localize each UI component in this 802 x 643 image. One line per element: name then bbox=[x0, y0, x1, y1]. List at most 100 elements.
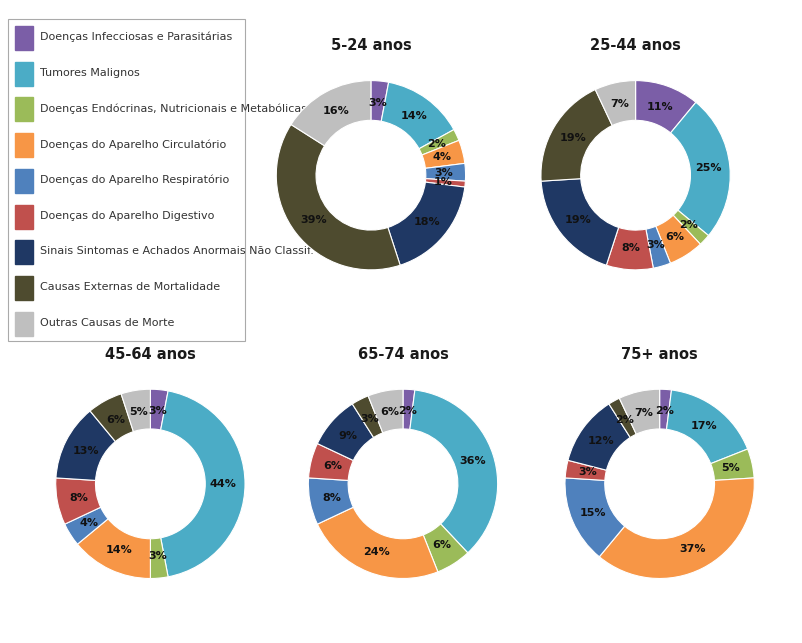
Wedge shape bbox=[78, 519, 150, 579]
Wedge shape bbox=[423, 524, 468, 572]
Text: 24%: 24% bbox=[363, 547, 390, 557]
Bar bbox=[15, 276, 33, 300]
Text: 37%: 37% bbox=[679, 544, 706, 554]
Text: Causas Externas de Mortalidade: Causas Externas de Mortalidade bbox=[40, 282, 220, 292]
Wedge shape bbox=[368, 389, 403, 433]
Text: 15%: 15% bbox=[580, 508, 606, 518]
Text: 11%: 11% bbox=[647, 102, 674, 112]
Wedge shape bbox=[309, 444, 354, 480]
Text: 18%: 18% bbox=[414, 217, 440, 227]
Bar bbox=[15, 204, 33, 229]
Text: 19%: 19% bbox=[565, 215, 591, 225]
Text: 39%: 39% bbox=[300, 215, 326, 225]
Wedge shape bbox=[656, 215, 700, 263]
Text: 7%: 7% bbox=[610, 99, 629, 109]
Wedge shape bbox=[381, 82, 454, 149]
Wedge shape bbox=[318, 507, 438, 579]
Bar bbox=[15, 133, 33, 157]
FancyBboxPatch shape bbox=[8, 19, 245, 341]
Wedge shape bbox=[609, 398, 636, 437]
Text: 8%: 8% bbox=[69, 493, 88, 503]
Text: 6%: 6% bbox=[432, 540, 452, 550]
Text: Tumores Malignos: Tumores Malignos bbox=[40, 68, 140, 78]
Wedge shape bbox=[56, 411, 115, 480]
Wedge shape bbox=[659, 389, 671, 430]
Text: 3%: 3% bbox=[148, 406, 167, 416]
Text: 44%: 44% bbox=[210, 479, 237, 489]
Text: 5%: 5% bbox=[130, 407, 148, 417]
Wedge shape bbox=[541, 179, 618, 265]
Text: Doenças do Aparelho Digestivo: Doenças do Aparelho Digestivo bbox=[40, 211, 214, 221]
Wedge shape bbox=[565, 460, 606, 480]
Text: 2%: 2% bbox=[427, 139, 446, 149]
Wedge shape bbox=[150, 538, 168, 579]
Text: 1%: 1% bbox=[434, 177, 453, 187]
Wedge shape bbox=[403, 389, 415, 430]
Wedge shape bbox=[150, 389, 168, 430]
Text: 4%: 4% bbox=[79, 518, 99, 528]
Text: 4%: 4% bbox=[432, 152, 451, 162]
Wedge shape bbox=[606, 228, 654, 270]
Text: 2%: 2% bbox=[679, 220, 699, 230]
Wedge shape bbox=[673, 210, 708, 244]
Text: 12%: 12% bbox=[587, 436, 614, 446]
Wedge shape bbox=[309, 478, 354, 524]
Text: 3%: 3% bbox=[578, 467, 597, 478]
Text: Sinais Sintomas e Achados Anormais Não Classif.: Sinais Sintomas e Achados Anormais Não C… bbox=[40, 246, 314, 257]
Wedge shape bbox=[595, 80, 636, 125]
Wedge shape bbox=[425, 179, 465, 187]
Bar bbox=[15, 168, 33, 193]
Wedge shape bbox=[425, 163, 465, 181]
Text: Doenças Endócrinas, Nutricionais e Metabólicas: Doenças Endócrinas, Nutricionais e Metab… bbox=[40, 104, 307, 114]
Wedge shape bbox=[568, 404, 630, 470]
Wedge shape bbox=[422, 140, 465, 168]
Text: 6%: 6% bbox=[323, 461, 342, 471]
Wedge shape bbox=[711, 449, 754, 480]
Text: 8%: 8% bbox=[322, 493, 341, 503]
Text: Doenças do Aparelho Circulatório: Doenças do Aparelho Circulatório bbox=[40, 139, 226, 150]
Title: 25-44 anos: 25-44 anos bbox=[590, 38, 681, 53]
Wedge shape bbox=[666, 390, 747, 464]
Wedge shape bbox=[599, 478, 754, 579]
Text: 13%: 13% bbox=[72, 446, 99, 456]
Wedge shape bbox=[90, 394, 133, 442]
Text: 3%: 3% bbox=[646, 240, 666, 250]
Text: 3%: 3% bbox=[361, 414, 379, 424]
Text: 6%: 6% bbox=[380, 407, 399, 417]
Text: 8%: 8% bbox=[622, 243, 641, 253]
Wedge shape bbox=[419, 130, 459, 155]
Text: 3%: 3% bbox=[368, 98, 387, 107]
Title: 5-24 anos: 5-24 anos bbox=[330, 38, 411, 53]
Wedge shape bbox=[388, 182, 465, 265]
Text: 36%: 36% bbox=[459, 457, 486, 466]
Text: 17%: 17% bbox=[691, 421, 718, 431]
Text: Doenças Infecciosas e Parasitárias: Doenças Infecciosas e Parasitárias bbox=[40, 32, 233, 42]
Wedge shape bbox=[160, 391, 245, 577]
Text: 6%: 6% bbox=[665, 231, 684, 242]
Text: 2%: 2% bbox=[398, 406, 417, 416]
Wedge shape bbox=[291, 80, 371, 146]
Text: 25%: 25% bbox=[695, 163, 721, 174]
Text: 7%: 7% bbox=[634, 408, 653, 418]
Wedge shape bbox=[55, 478, 101, 524]
Title: 65-74 anos: 65-74 anos bbox=[358, 347, 448, 361]
Wedge shape bbox=[318, 404, 374, 460]
Bar bbox=[15, 62, 33, 86]
Wedge shape bbox=[565, 478, 625, 557]
Title: 75+ anos: 75+ anos bbox=[622, 347, 698, 361]
Text: 14%: 14% bbox=[400, 111, 427, 122]
Wedge shape bbox=[277, 125, 400, 270]
Text: 6%: 6% bbox=[106, 415, 125, 425]
Wedge shape bbox=[371, 80, 389, 122]
Wedge shape bbox=[65, 507, 108, 544]
Wedge shape bbox=[352, 396, 383, 437]
Text: 19%: 19% bbox=[560, 133, 586, 143]
Bar bbox=[15, 312, 33, 336]
Text: Outras Causas de Morte: Outras Causas de Morte bbox=[40, 318, 174, 328]
Bar bbox=[15, 26, 33, 50]
Wedge shape bbox=[541, 89, 612, 181]
Text: 3%: 3% bbox=[148, 552, 167, 561]
Text: Doenças do Aparelho Respiratório: Doenças do Aparelho Respiratório bbox=[40, 175, 229, 185]
Text: 3%: 3% bbox=[435, 168, 453, 178]
Text: 14%: 14% bbox=[106, 545, 132, 555]
